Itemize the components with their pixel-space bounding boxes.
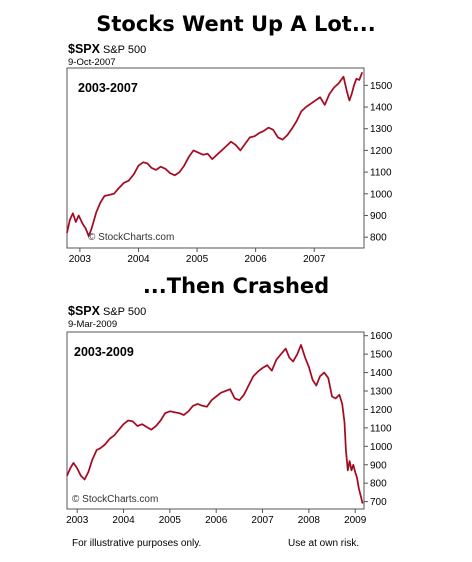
chart1-y-tick-label: 1000	[370, 189, 393, 200]
chart1-x-tick-label: 2003	[69, 254, 92, 265]
chart1-symbol: $SPX	[68, 42, 100, 56]
chart2-x-tick-label: 2006	[205, 515, 228, 526]
chart2-x-tick-label: 2007	[251, 515, 274, 526]
chart2-y-tick-label: 900	[370, 460, 387, 471]
headline-bottom: ...Then Crashed	[142, 274, 330, 298]
chart1-y-tick-label: 1100	[370, 168, 392, 179]
chart1-x-tick-label: 2004	[127, 254, 150, 265]
chart2-x-tick-label: 2005	[159, 515, 182, 526]
chart2-x-tick-label: 2008	[298, 515, 321, 526]
chart2-y-tick-label: 1100	[370, 423, 392, 434]
chart2-x-tick-label: 2003	[66, 515, 89, 526]
footer-disclaimer-left: For illustrative purposes only.	[72, 538, 202, 549]
chart2-y-tick-label: 1300	[370, 387, 393, 398]
chart2-y-tick-label: 1200	[370, 405, 393, 416]
chart2-symbol: $SPX	[68, 304, 100, 318]
chart1-x-tick-label: 2007	[303, 254, 326, 265]
chart1-range-label: 2003-2007	[78, 81, 138, 95]
chart1-date: 9-Oct-2007	[68, 57, 116, 68]
chart2-index-name: S&P 500	[102, 306, 147, 318]
chart1-y-tick-label: 800	[370, 233, 387, 244]
chart1-y-tick-label: 1400	[370, 103, 393, 114]
chart2-x-tick-label: 2004	[112, 515, 135, 526]
chart1-x-tick-label: 2006	[245, 254, 268, 265]
chart1-y-tick-label: 1500	[370, 81, 393, 92]
chart1-symbol-row: $SPX S&P 500	[68, 42, 146, 56]
chart1-index-name: S&P 500	[102, 44, 147, 56]
chart1-watermark: © StockCharts.com	[88, 232, 174, 243]
chart1-frame	[66, 67, 365, 249]
chart1-y-tick-label: 1300	[370, 124, 393, 135]
chart2-y-tick-label: 700	[370, 497, 387, 508]
chart2-y-tick-label: 1500	[370, 350, 393, 361]
chart2-frame	[66, 331, 365, 510]
chart2-y-tick-label: 1600	[370, 331, 393, 342]
chart2-range-label: 2003-2009	[74, 345, 134, 359]
chart1-y-tick-label: 900	[370, 211, 387, 222]
chart2-date: 9-Mar-2009	[68, 319, 118, 330]
chart2-price-line-overlay	[66, 344, 363, 504]
chart2-x-tick-label: 2009	[344, 515, 367, 526]
chart2-watermark: © StockCharts.com	[72, 494, 158, 505]
chart1-x-tick-label: 2005	[186, 254, 209, 265]
footer-disclaimer-right: Use at own risk.	[288, 538, 360, 549]
headline-top: Stocks Went Up A Lot...	[96, 12, 376, 36]
chart2-symbol-row: $SPX S&P 500	[68, 304, 146, 318]
chart2-y-tick-label: 800	[370, 479, 387, 490]
chart2-y-tick-label: 1000	[370, 442, 393, 453]
chart2-y-tick-label: 1400	[370, 368, 393, 379]
chart1-price-line-overlay	[66, 72, 363, 237]
chart1-y-tick-label: 1200	[370, 146, 393, 157]
